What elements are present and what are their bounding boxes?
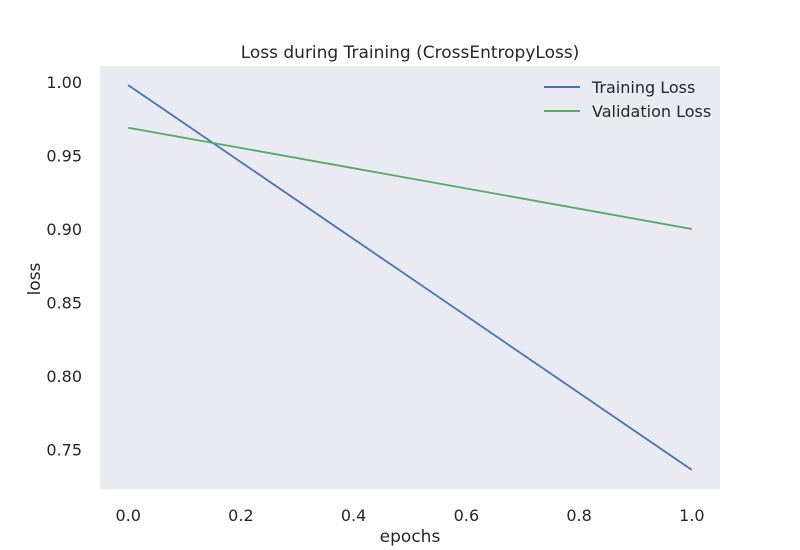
y-axis-ticks: 0.75 0.80 0.85 0.90 0.95 1.00 (46, 73, 82, 459)
x-tick-label: 0.4 (341, 506, 366, 525)
series-line-validation-loss (128, 126, 692, 230)
y-tick-label: 0.75 (46, 440, 82, 459)
y-tick-label: 0.85 (46, 294, 82, 313)
x-tick-label: 0.0 (115, 506, 140, 525)
legend-label-validation-loss: Validation Loss (592, 102, 711, 121)
y-tick-label: 0.80 (46, 367, 82, 386)
legend: Training Loss Validation Loss (544, 78, 711, 121)
series-layer (127, 84, 693, 471)
x-tick-label: 0.2 (228, 506, 253, 525)
legend-label-training-loss: Training Loss (591, 78, 695, 97)
series-line-training-loss (127, 84, 693, 471)
x-tick-label: 0.8 (566, 506, 591, 525)
y-tick-label: 1.00 (46, 73, 82, 92)
y-tick-label: 0.90 (46, 220, 82, 239)
chart-title: Loss during Training (CrossEntropyLoss) (241, 43, 580, 63)
y-tick-label: 0.95 (46, 147, 82, 166)
x-axis-ticks: 0.0 0.2 0.4 0.6 0.8 1.0 (115, 506, 704, 525)
x-tick-label: 0.6 (454, 506, 479, 525)
y-axis-label: loss (25, 262, 45, 295)
x-tick-label: 1.0 (679, 506, 704, 525)
x-axis-label: epochs (380, 527, 441, 547)
